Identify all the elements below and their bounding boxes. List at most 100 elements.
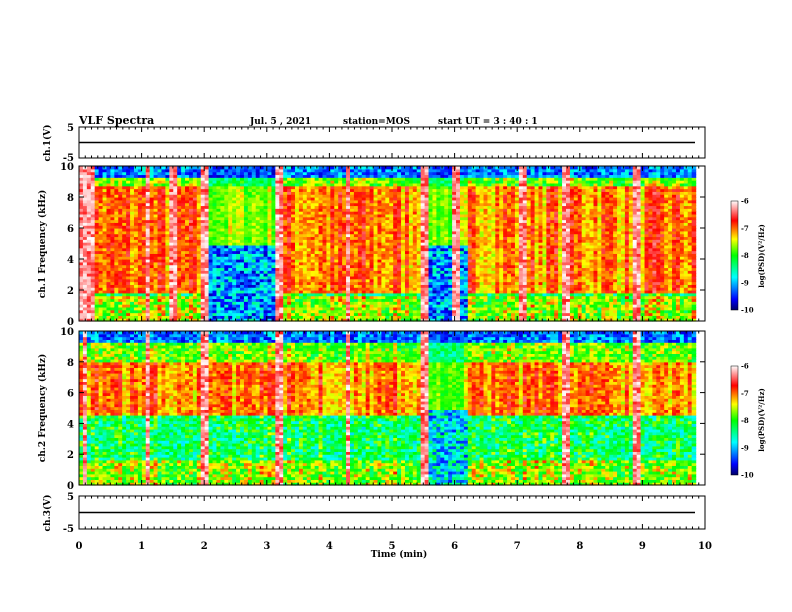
spectrogram-cell — [204, 222, 210, 226]
spectrogram-cell — [169, 194, 174, 198]
spectrogram-cell — [240, 233, 245, 238]
spectrogram-cell — [114, 233, 119, 238]
spectrogram-cell — [196, 301, 202, 305]
spectrogram-cell — [342, 166, 347, 170]
spectrogram-cell — [192, 191, 198, 195]
spectrogram-cell — [145, 284, 151, 288]
spectrogram-cell — [228, 168, 233, 173]
spectrogram-cell — [228, 182, 233, 187]
spectrogram-cell — [173, 199, 178, 204]
spectrogram-cell — [188, 188, 194, 192]
spectrogram-cell — [243, 174, 249, 178]
spectrogram-cell — [137, 208, 143, 212]
spectrogram-cell — [118, 256, 123, 260]
spectrogram-cell — [232, 275, 237, 280]
spectrogram-cell — [157, 225, 163, 229]
spectrogram-cell — [114, 264, 119, 269]
spectrogram-cell — [94, 275, 100, 280]
spectrogram-cell — [243, 194, 249, 198]
spectrogram-cell — [224, 250, 229, 254]
spectrogram-cell — [196, 191, 202, 195]
spectrogram-cell — [188, 230, 194, 235]
spectrogram-cell — [271, 197, 276, 201]
spectrogram-cell — [79, 222, 84, 226]
spectrogram-cell — [240, 213, 245, 218]
spectrogram-cell — [141, 256, 147, 260]
spectrogram-cell — [263, 244, 269, 249]
spectrogram-cell — [283, 228, 288, 232]
spectrogram-cell — [263, 264, 269, 269]
spectrogram-cell — [232, 278, 237, 283]
spectrogram-cell — [263, 242, 269, 246]
spectrogram-cell — [243, 191, 249, 195]
spectrogram-cell — [185, 185, 190, 190]
spectrogram-cell — [79, 306, 84, 311]
spectrogram-cell — [188, 264, 194, 269]
spectrogram-cell — [126, 191, 131, 195]
spectrogram-cell — [204, 267, 210, 271]
spectrogram-cell — [263, 208, 269, 212]
spectrogram-cell — [169, 180, 174, 184]
spectrogram-cell — [82, 306, 88, 311]
spectrogram-cell — [161, 318, 167, 322]
spectrogram-cell — [212, 202, 218, 207]
spectrogram-cell — [90, 208, 96, 212]
spectrogram-cell — [153, 208, 159, 212]
spectrogram-cell — [118, 197, 123, 201]
spectrogram-cell — [173, 242, 178, 246]
spectrogram-cell — [157, 304, 163, 308]
spectrogram-cell — [82, 298, 88, 302]
spectrogram-cell — [185, 306, 190, 311]
spectrogram-cell — [173, 250, 178, 254]
spectrogram-cell — [267, 236, 273, 240]
spectrogram-cell — [118, 242, 123, 246]
spectrogram-cell — [90, 205, 96, 209]
spectrogram-cell — [161, 191, 167, 195]
spectrogram-cell — [228, 304, 233, 308]
spectrogram-cell — [98, 253, 104, 257]
spectrogram-cell — [200, 284, 206, 288]
spectrogram-cell — [361, 166, 367, 170]
spectrogram-cell — [157, 284, 163, 288]
spectrogram-cell — [181, 194, 186, 198]
spectrogram-cell — [208, 242, 214, 246]
spectrogram-cell — [118, 253, 123, 257]
spectrogram-cell — [86, 267, 92, 271]
spectrogram-cell — [236, 256, 241, 260]
spectrogram-cell — [255, 253, 261, 257]
spectrogram-cell — [141, 228, 147, 232]
spectrogram-cell — [185, 253, 190, 257]
spectrogram-cell — [240, 290, 245, 294]
spectrogram-cell — [247, 250, 253, 254]
spectrogram-cell — [169, 284, 174, 288]
spectrogram-cell — [106, 298, 112, 302]
spectrogram-cell — [118, 278, 123, 283]
spectrogram-cell — [79, 202, 84, 207]
spectrogram-cell — [157, 185, 163, 190]
spectrogram-cell — [259, 233, 265, 238]
spectrogram-cell — [161, 230, 167, 235]
spectrogram-cell — [153, 236, 159, 240]
spectrogram-cell — [259, 318, 265, 322]
spectrogram-cell — [90, 185, 96, 190]
spectrogram-cell — [267, 244, 273, 249]
spectrogram-cell — [326, 166, 331, 170]
spectrogram-cell — [177, 298, 182, 302]
spectrogram-cell — [106, 182, 112, 187]
spectrogram-cell — [126, 304, 131, 308]
spectrogram-cell — [263, 168, 269, 173]
spectrogram-cell — [247, 216, 253, 221]
spectrogram-cell — [208, 250, 214, 254]
spectrogram-cell — [188, 168, 194, 173]
spectrogram-cell — [275, 301, 280, 305]
spectrogram-cell — [110, 182, 115, 187]
spectrogram-cell — [283, 211, 288, 215]
spectrogram-cell — [141, 273, 147, 277]
spectrogram-cell — [228, 171, 233, 176]
spectrogram-cell — [240, 318, 245, 322]
spectrogram-cell — [173, 270, 178, 274]
spectrogram-cell — [200, 233, 206, 238]
spectrogram-cell — [86, 264, 92, 269]
spectrogram-cell — [275, 216, 280, 221]
spectrogram-cell — [236, 168, 241, 173]
